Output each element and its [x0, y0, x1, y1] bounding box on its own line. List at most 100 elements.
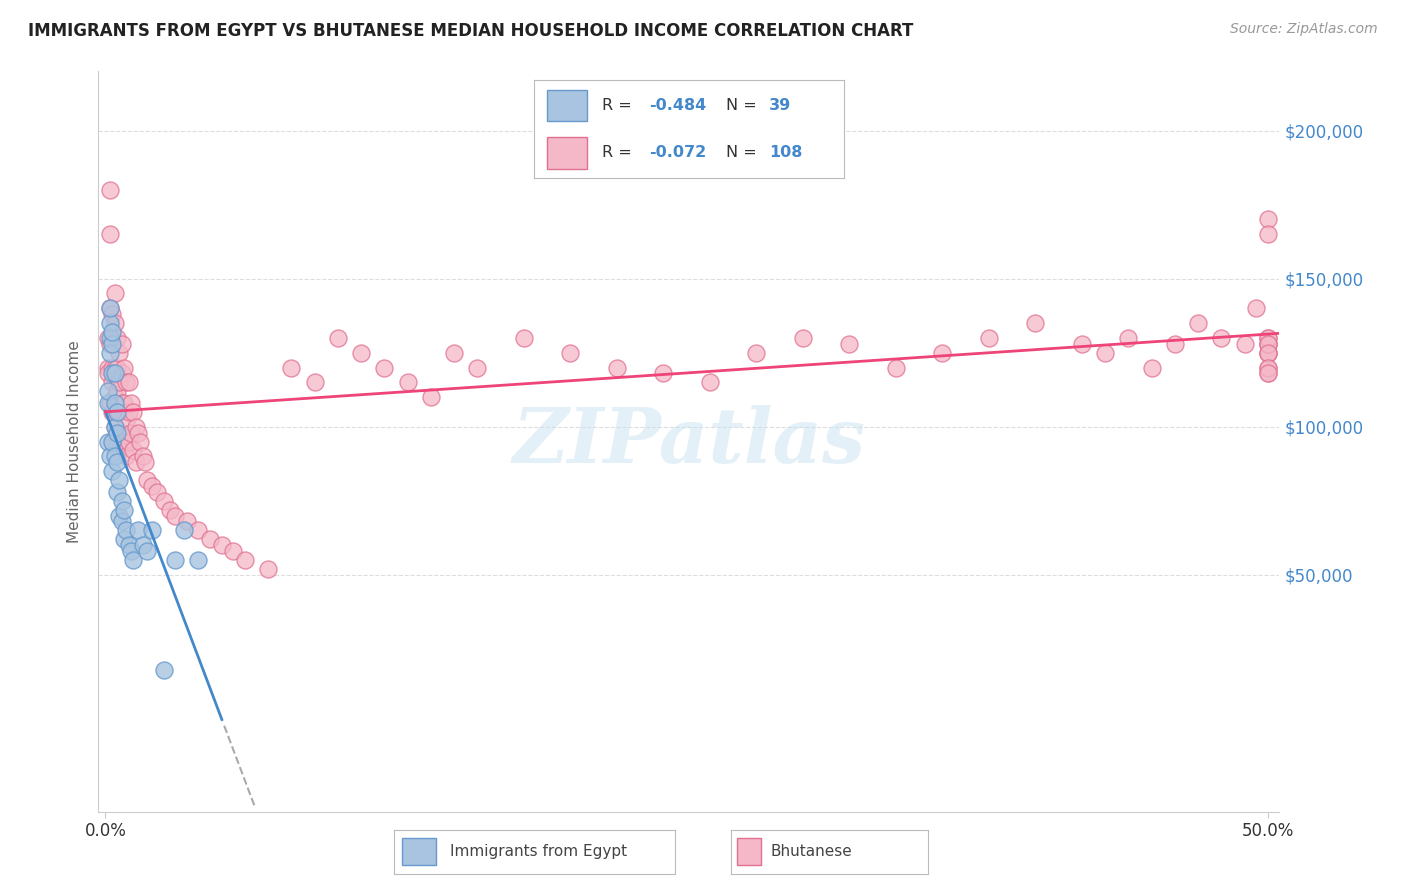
Point: [131, 538, 153, 552]
Point: [108, 443, 131, 458]
Point: [1118, 331, 1140, 345]
Point: [124, 419, 146, 434]
Point: [373, 360, 395, 375]
Point: [1257, 227, 1279, 242]
Point: [104, 360, 127, 375]
Point: [122, 443, 145, 458]
Point: [350, 345, 373, 359]
Point: [129, 434, 152, 449]
Bar: [547, 90, 586, 121]
Point: [120, 425, 142, 440]
Point: [280, 360, 302, 375]
Point: [105, 384, 128, 399]
Point: [105, 360, 128, 375]
Point: [176, 515, 198, 529]
Point: [211, 538, 233, 552]
Point: [97, 367, 120, 381]
Point: [560, 345, 582, 359]
Point: [1070, 336, 1092, 351]
Text: 108: 108: [769, 145, 803, 161]
Point: [117, 405, 139, 419]
Bar: [737, 838, 761, 865]
Point: [187, 524, 209, 538]
Point: [222, 544, 245, 558]
Point: [117, 376, 139, 390]
Point: [1233, 336, 1256, 351]
Point: [101, 307, 124, 321]
Point: [111, 493, 134, 508]
Point: [105, 405, 128, 419]
Text: -0.072: -0.072: [648, 145, 706, 161]
Point: [101, 331, 124, 345]
Point: [97, 434, 120, 449]
Point: [134, 455, 156, 469]
Point: [127, 524, 149, 538]
Point: [1244, 301, 1267, 316]
Point: [145, 484, 167, 499]
Point: [105, 484, 128, 499]
Point: [120, 396, 142, 410]
Point: [1257, 336, 1279, 351]
Point: [98, 316, 121, 330]
Point: [977, 331, 1000, 345]
Point: [304, 376, 326, 390]
Point: [165, 508, 187, 523]
Point: [152, 493, 174, 508]
Point: [1257, 360, 1279, 375]
Point: [104, 316, 127, 330]
Point: [198, 533, 221, 547]
Point: [111, 515, 134, 529]
Point: [111, 336, 134, 351]
Point: [159, 502, 181, 516]
Point: [443, 345, 465, 359]
Point: [1257, 336, 1279, 351]
Point: [101, 367, 124, 381]
Text: R =: R =: [602, 98, 637, 113]
Point: [105, 405, 128, 419]
Point: [745, 345, 768, 359]
Point: [1094, 345, 1116, 359]
Point: [101, 434, 124, 449]
Point: [98, 301, 121, 316]
Point: [1257, 345, 1279, 359]
Point: [122, 405, 145, 419]
Point: [233, 553, 256, 567]
Y-axis label: Median Household Income: Median Household Income: [67, 340, 83, 543]
Point: [98, 345, 121, 359]
Point: [97, 396, 120, 410]
Point: [1257, 212, 1279, 227]
Bar: [402, 838, 436, 865]
Point: [884, 360, 907, 375]
Point: [111, 425, 134, 440]
Point: [105, 434, 128, 449]
Text: Immigrants from Egypt: Immigrants from Egypt: [450, 845, 627, 859]
Point: [111, 367, 134, 381]
Point: [838, 336, 860, 351]
Point: [1257, 331, 1279, 345]
Point: [105, 455, 128, 469]
Point: [513, 331, 536, 345]
Point: [115, 414, 138, 428]
Point: [98, 301, 121, 316]
Point: [104, 286, 127, 301]
Point: [699, 376, 721, 390]
Point: [1024, 316, 1046, 330]
Text: -0.484: -0.484: [648, 98, 706, 113]
Point: [1257, 345, 1279, 359]
Text: N =: N =: [725, 145, 762, 161]
Point: [124, 455, 146, 469]
Point: [98, 227, 121, 242]
Point: [101, 325, 124, 339]
Point: [396, 376, 419, 390]
Point: [1211, 331, 1233, 345]
Point: [104, 419, 127, 434]
Point: [606, 360, 628, 375]
Point: [141, 479, 163, 493]
Point: [98, 331, 121, 345]
Point: [98, 396, 121, 410]
Point: [141, 524, 163, 538]
Point: [108, 345, 131, 359]
Point: [112, 360, 135, 375]
Point: [111, 396, 134, 410]
Point: [326, 331, 349, 345]
